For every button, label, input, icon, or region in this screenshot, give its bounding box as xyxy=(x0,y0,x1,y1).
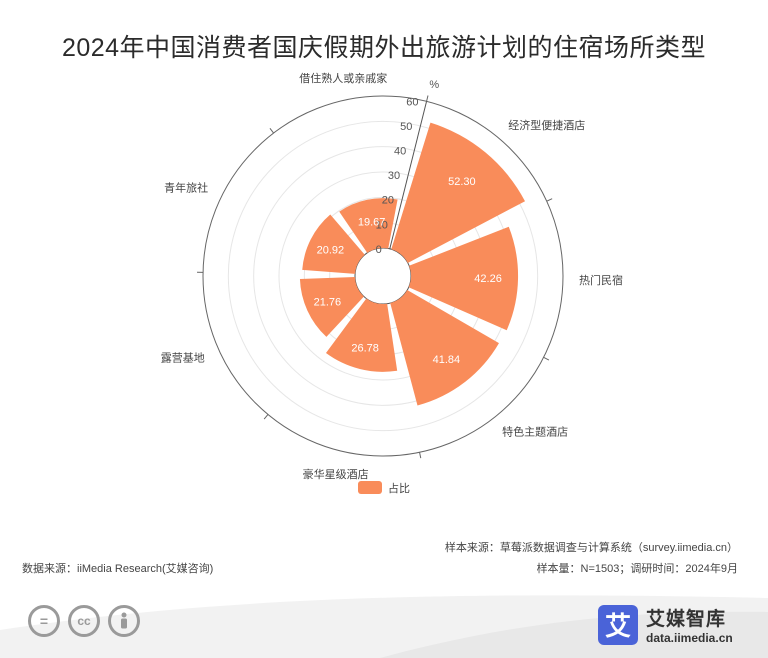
legend-label: 占比 xyxy=(388,481,410,495)
bar xyxy=(299,277,364,337)
bar xyxy=(390,290,499,406)
brand-name: 艾媒智库 xyxy=(646,609,727,630)
data-label: 42.26 xyxy=(474,273,502,285)
radial-tick-label: 0 xyxy=(376,244,382,256)
grid-ring xyxy=(227,120,539,432)
data-label: 41.84 xyxy=(433,354,461,366)
radial-unit-label: % xyxy=(429,79,439,91)
outer-tick xyxy=(543,356,550,361)
sample-size-text: 样本量：N=1503；调研时间：2024年9月 xyxy=(536,563,738,575)
bar xyxy=(391,122,526,263)
data-label: 20.92 xyxy=(317,244,345,256)
outer-tick xyxy=(426,95,429,102)
category-label: 豪华星级酒店 xyxy=(303,467,369,481)
brand: 艾 艾媒智库 data.iimedia.cn xyxy=(598,604,733,645)
data-label: 26.78 xyxy=(351,343,379,355)
data-source-text: 数据来源：iiMedia Research(艾媒咨询) xyxy=(22,563,214,575)
category-label: 热门民宿 xyxy=(579,273,623,287)
radial-tick-label: 20 xyxy=(382,195,394,207)
outer-tick xyxy=(269,127,274,134)
radial-axis xyxy=(389,101,428,249)
category-label: 露营基地 xyxy=(161,351,205,365)
brand-logo: 艾 xyxy=(598,604,638,645)
cc-icon: cc xyxy=(68,605,100,637)
category-label: 特色主题酒店 xyxy=(502,425,568,439)
data-label: 52.30 xyxy=(448,176,476,188)
outer-tick xyxy=(546,198,553,202)
source-sample-text: 样本来源：草莓派数据调查与计算系统（survey.iimedia.cn） xyxy=(444,542,738,554)
radial-tick-label: 50 xyxy=(400,121,412,133)
outer-ring xyxy=(202,95,564,457)
outer-tick xyxy=(263,414,269,420)
category-label: 经济型便捷酒店 xyxy=(508,118,585,132)
category-label: 借住熟人或亲戚家 xyxy=(299,71,387,85)
bar xyxy=(408,226,519,331)
legend-swatch xyxy=(358,481,382,494)
radial-tick-label: 40 xyxy=(394,146,406,158)
bar xyxy=(325,298,398,372)
footer-wave xyxy=(0,595,768,658)
inner-ring xyxy=(354,247,412,305)
brand-url: data.iimedia.cn xyxy=(646,631,733,645)
radial-tick-label: 30 xyxy=(388,170,400,182)
polar-bar-chart: 0 10 20 30 40 50 60% 52.30 42.26 41.84 26.78 21.76 2… xyxy=(161,71,623,495)
category-label: 青年旅社 xyxy=(164,180,208,194)
data-label: 21.76 xyxy=(314,296,342,308)
equal-icon: = xyxy=(28,605,60,637)
outer-tick xyxy=(419,452,422,459)
license-icons: = cc xyxy=(28,605,140,637)
bar xyxy=(302,214,365,274)
radial-tick-label: 60 xyxy=(406,96,418,108)
bar xyxy=(339,198,398,253)
data-label: 19.67 xyxy=(358,216,386,228)
page-title: 2024年中国消费者国庆假期外出旅游计划的住宿场所类型 xyxy=(61,34,707,62)
radial-tick-label: 10 xyxy=(376,219,388,231)
person-icon xyxy=(108,605,140,637)
